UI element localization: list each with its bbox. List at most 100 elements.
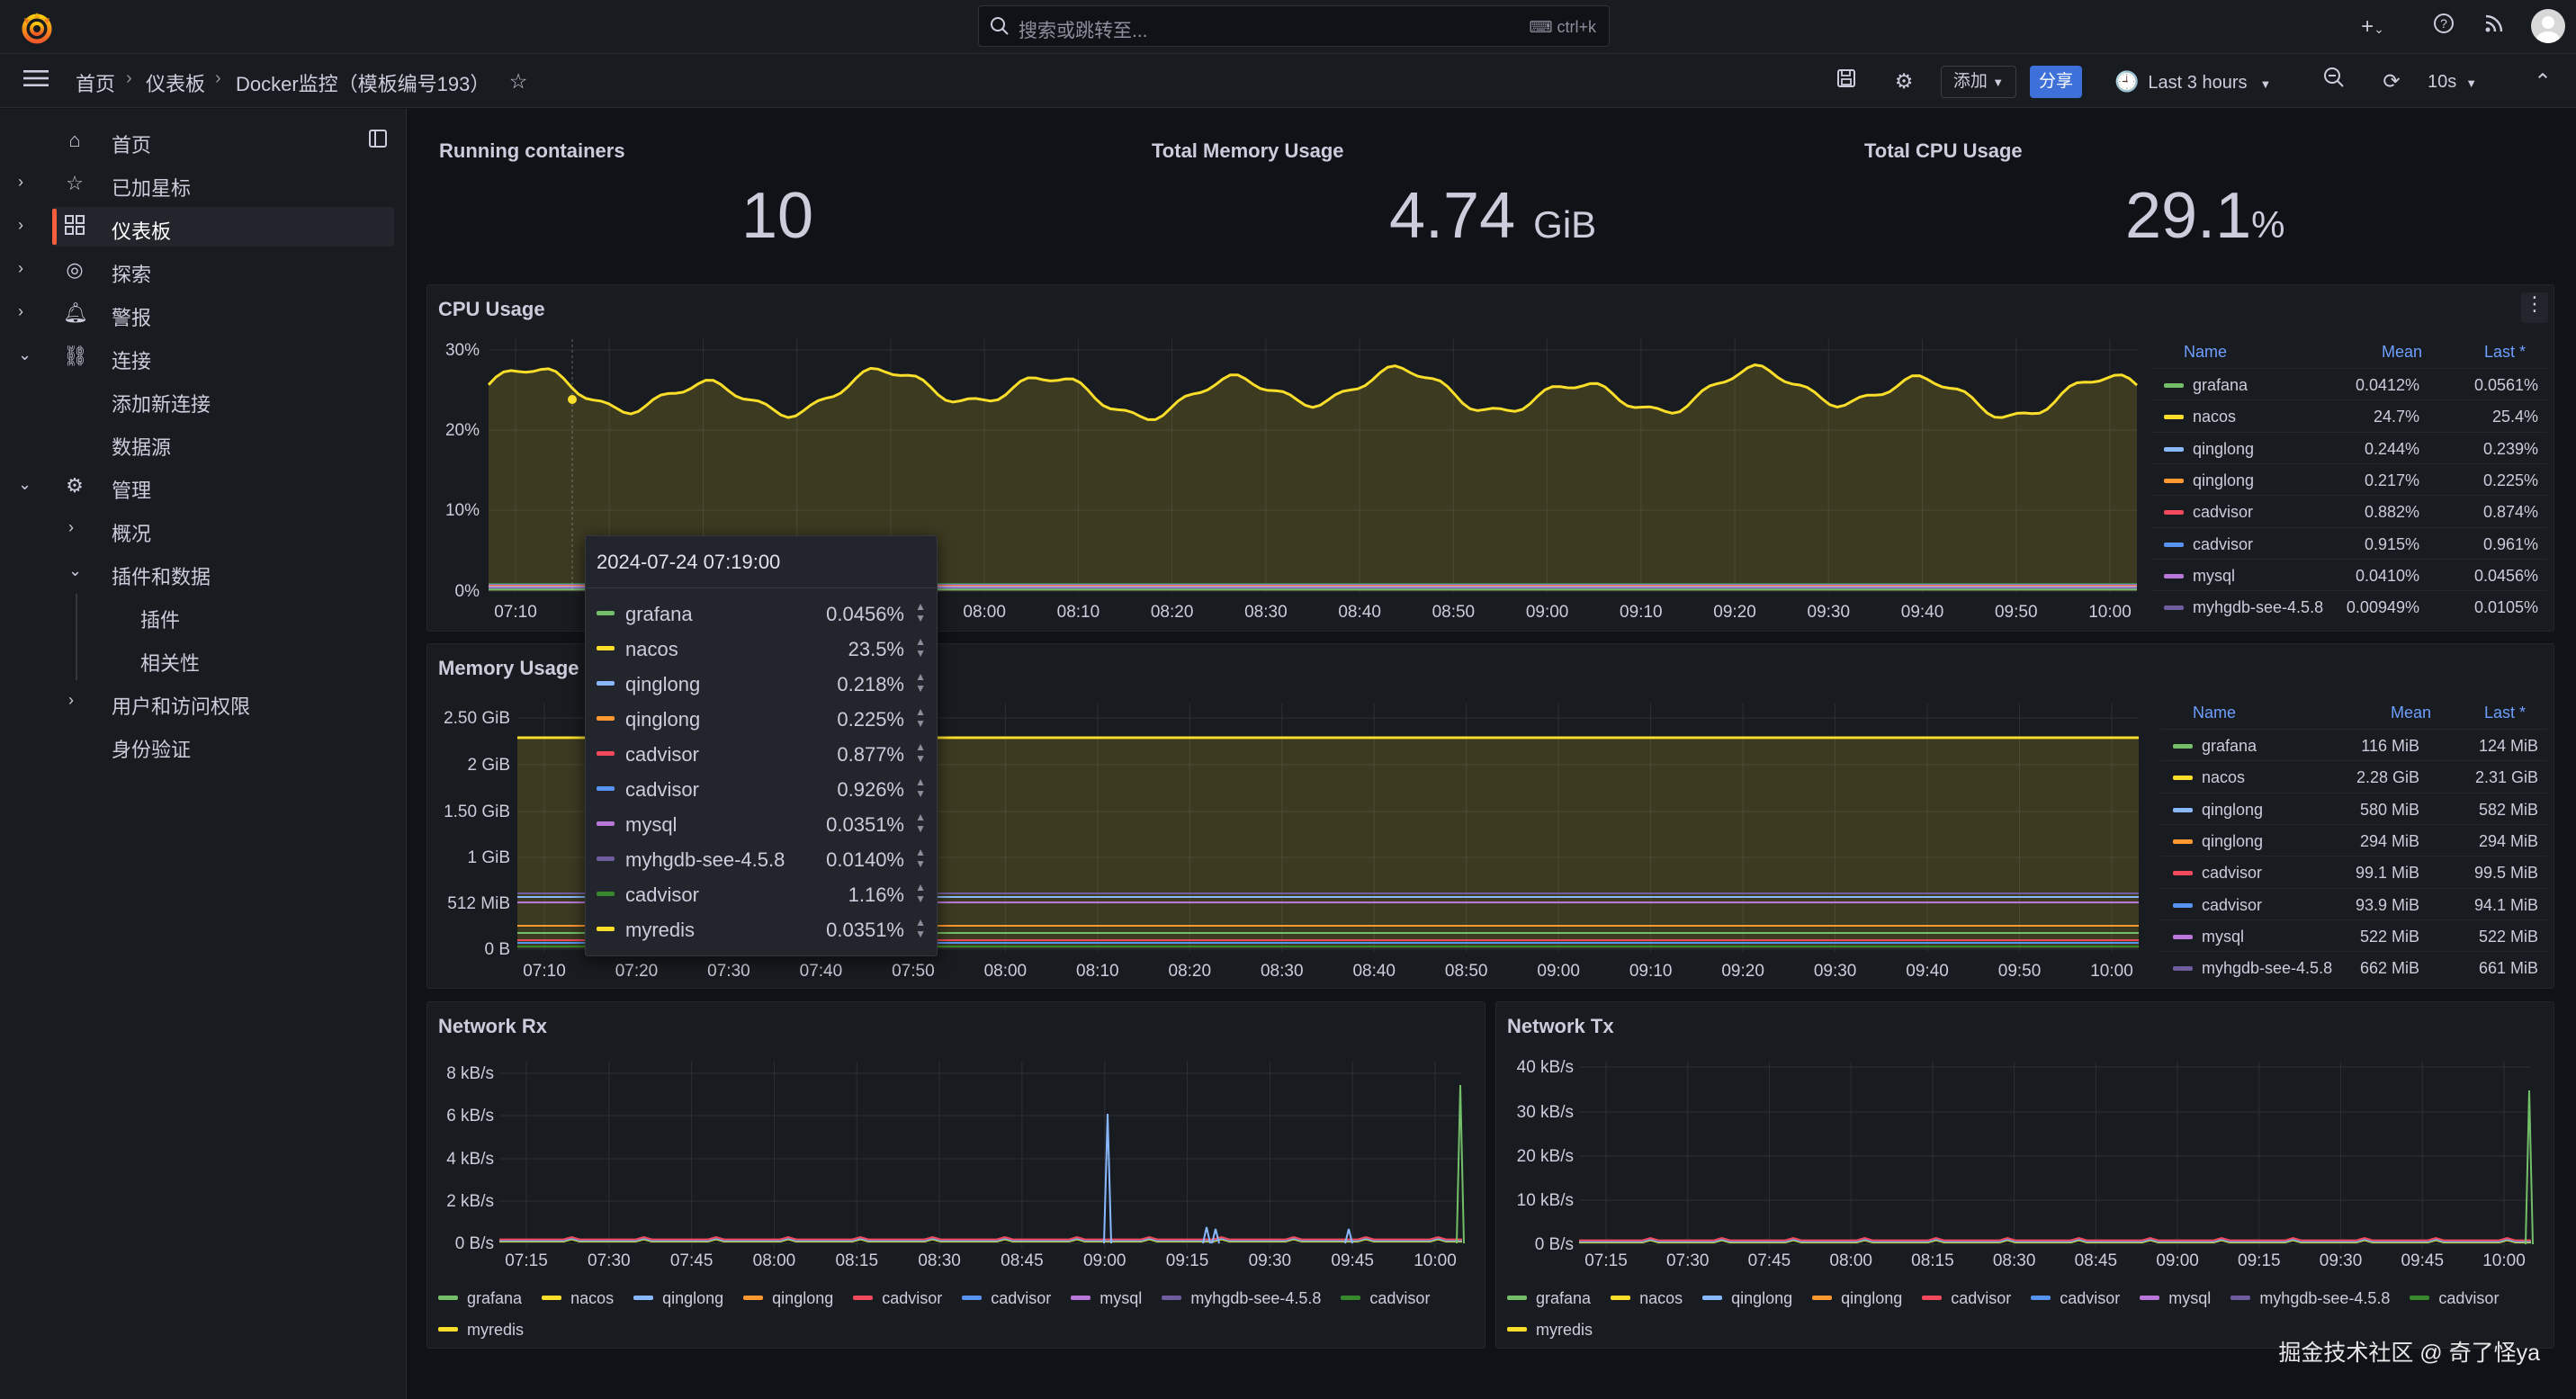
sidebar-item-plugins-data[interactable]: ⌄ 插件和数据 — [0, 552, 396, 592]
legend-item[interactable]: cadvisor — [2410, 1289, 2499, 1307]
legend-row[interactable]: qinglong 580 MiB 582 MiB — [2160, 792, 2547, 824]
network-tx-panel[interactable]: Network Tx 40 kB/s 30 kB/s 20 kB/s 10 kB/s 0… — [1495, 1001, 2554, 1349]
legend-item[interactable]: grafana — [1507, 1289, 1591, 1307]
breadcrumb-home[interactable]: 首页 — [76, 73, 116, 95]
stat-title-running: Running containers — [439, 139, 625, 162]
legend-item[interactable]: myredis — [438, 1321, 524, 1339]
sidebar-item-datasources[interactable]: 数据源 — [0, 423, 396, 462]
legend-row[interactable]: mysql 522 MiB 522 MiB — [2160, 919, 2547, 951]
legend-item[interactable]: mysql — [2140, 1289, 2211, 1307]
chevron-right-icon[interactable]: › — [18, 259, 23, 277]
legend-item[interactable]: qinglong — [633, 1289, 723, 1307]
chevron-down-icon[interactable]: ⌄ — [18, 475, 32, 493]
legend-row[interactable]: qinglong 0.244% 0.239% — [2151, 431, 2547, 463]
legend-row[interactable]: myhgdb-see-4.5.8 662 MiB 661 MiB — [2160, 951, 2547, 982]
save-icon[interactable] — [1832, 67, 1861, 95]
legend-item[interactable]: qinglong — [743, 1289, 833, 1307]
legend-row[interactable]: nacos 2.28 GiB 2.31 GiB — [2160, 760, 2547, 792]
sidebar-item-general[interactable]: › 概况 — [0, 509, 396, 549]
legend-item[interactable]: myredis — [1507, 1321, 1593, 1339]
legend-header-mean[interactable]: Mean — [2382, 343, 2423, 361]
user-avatar[interactable] — [2531, 9, 2565, 43]
legend-row[interactable]: cadvisor 0.915% 0.961% — [2151, 526, 2547, 559]
cpu-usage-panel[interactable]: CPU Usage ⋮ 30%20%10%0% 07:1007:2007:300… — [426, 284, 2554, 632]
sidebar-item-home[interactable]: ⌂ 首页 — [0, 121, 396, 160]
legend-item[interactable]: cadvisor — [853, 1289, 942, 1307]
legend-header-last[interactable]: Last * — [2484, 343, 2527, 361]
refresh-icon[interactable]: ⟳ — [2383, 69, 2401, 93]
settings-gear-icon[interactable]: ⚙ — [1894, 69, 1914, 93]
sidebar-item-alerting[interactable]: › 🔔︎ 警报 — [0, 293, 396, 333]
sidebar-item-add-connection[interactable]: 添加新连接 — [0, 380, 396, 419]
zoom-out-icon[interactable] — [2320, 67, 2348, 95]
nacos-series-line — [487, 363, 2138, 421]
legend-row[interactable]: cadvisor 99.1 MiB 99.5 MiB — [2160, 856, 2547, 887]
legend-item[interactable]: nacos — [542, 1289, 614, 1307]
legend-item[interactable]: grafana — [438, 1289, 522, 1307]
legend-header-last[interactable]: Last * — [2484, 704, 2527, 722]
chevron-right-icon[interactable]: › — [68, 691, 74, 709]
panel-menu-icon[interactable]: ⋮ — [2521, 292, 2548, 323]
network-tx-chart[interactable]: 40 kB/s 30 kB/s 20 kB/s 10 kB/s 0 B/s 07:15 0… — [1496, 1002, 2555, 1281]
help-icon[interactable]: ? — [2429, 13, 2458, 41]
legend-item[interactable]: cadvisor — [962, 1289, 1051, 1307]
legend-row[interactable]: mysql 0.0410% 0.0456% — [2151, 558, 2547, 590]
legend-row[interactable]: qinglong 0.217% 0.225% — [2151, 462, 2547, 495]
dock-sidebar-icon[interactable] — [364, 127, 392, 156]
sidebar-item-starred[interactable]: › ☆ 已加星标 — [0, 164, 396, 203]
network-rx-chart[interactable]: 8 kB/s 6 kB/s 4 kB/s 2 kB/s 0 B/s 07:15 07:30… — [427, 1002, 1486, 1281]
legend-header-name[interactable]: Name — [2193, 704, 2237, 722]
chevron-right-icon[interactable]: › — [18, 173, 23, 191]
sidebar-item-users-access[interactable]: › 用户和访问权限 — [0, 682, 396, 722]
time-range-picker[interactable]: 🕘 Last 3 hours ▼ — [2114, 66, 2271, 98]
legend-item[interactable]: cadvisor — [1922, 1289, 2011, 1307]
legend-row[interactable]: qinglong 294 MiB 294 MiB — [2160, 823, 2547, 856]
chevron-right-icon[interactable]: › — [18, 216, 23, 234]
legend-item[interactable]: qinglong — [1702, 1289, 1792, 1307]
legend-header-mean[interactable]: Mean — [2391, 704, 2432, 722]
star-icon[interactable]: ☆ — [508, 69, 528, 93]
legend-row[interactable]: grafana 116 MiB 124 MiB — [2160, 729, 2547, 760]
chevron-down-icon[interactable]: ⌄ — [68, 561, 83, 579]
share-button[interactable]: 分享 — [2030, 66, 2082, 98]
cpu-chart[interactable]: 30%20%10%0% 07:1007:2007:3007:4007:5008:… — [427, 285, 2565, 632]
legend-item[interactable]: cadvisor — [2031, 1289, 2120, 1307]
legend-row[interactable]: cadvisor 0.882% 0.874% — [2151, 495, 2547, 526]
chevron-down-icon[interactable]: ⌄ — [18, 345, 32, 363]
grafana-logo-icon[interactable] — [20, 11, 54, 45]
legend-item[interactable]: mysql — [1071, 1289, 1142, 1307]
legend-item[interactable]: cadvisor — [1341, 1289, 1430, 1307]
chevron-right-icon[interactable]: › — [68, 518, 74, 536]
legend-item[interactable]: qinglong — [1812, 1289, 1902, 1307]
legend-item[interactable]: nacos — [1611, 1289, 1683, 1307]
series-swatch — [2173, 871, 2193, 876]
sidebar-item-connections[interactable]: ⌄ ⛓︎ 连接 — [0, 336, 396, 376]
chevron-right-icon[interactable]: › — [18, 302, 23, 320]
collapse-up-icon[interactable]: ⌃ — [2534, 69, 2552, 93]
legend-row[interactable]: cadvisor 93.9 MiB 94.1 MiB — [2160, 887, 2547, 919]
menu-icon[interactable] — [22, 67, 50, 95]
sidebar-item-correlations[interactable]: 相关性 — [0, 639, 396, 678]
sidebar-item-explore[interactable]: › ◎ 探索 — [0, 250, 396, 290]
refresh-interval-picker[interactable]: 10s ▼ — [2428, 66, 2477, 98]
rss-news-icon[interactable] — [2480, 13, 2509, 41]
sidebar-item-authentication[interactable]: 身份验证 — [0, 725, 396, 765]
add-new-icon[interactable]: +⌄ — [2361, 14, 2384, 39]
series-last: 0.0105% — [2473, 598, 2538, 617]
network-rx-panel[interactable]: Network Rx 8 kB/s 6 kB/s 4 kB/s 2 kB/s 0 B/s… — [426, 1001, 1485, 1349]
sidebar-item-administration[interactable]: ⌄ ⚙ 管理 — [0, 466, 396, 506]
sort-arrows-icon: ▲ ▼ — [915, 740, 926, 765]
keyboard-icon: ⌨ — [1529, 18, 1557, 36]
legend-row[interactable]: nacos 24.7% 25.4% — [2151, 399, 2547, 431]
breadcrumb-dashboards[interactable]: 仪表板 — [146, 73, 206, 95]
search-input[interactable]: 搜索或跳转至... ⌨ ctrl+k — [978, 5, 1610, 47]
legend-header-name[interactable]: Name — [2184, 343, 2228, 361]
legend-row[interactable]: myhgdb-see-4.5.8 0.00949% 0.0105% — [2151, 590, 2547, 622]
sidebar-item-plugins[interactable]: 插件 — [0, 596, 396, 635]
legend-item[interactable]: myhgdb-see-4.5.8 — [2230, 1289, 2390, 1307]
series-swatch — [2164, 478, 2184, 483]
legend-row[interactable]: grafana 0.0412% 0.0561% — [2151, 368, 2547, 399]
legend-item[interactable]: myhgdb-see-4.5.8 — [1162, 1289, 1321, 1307]
sidebar-item-dashboards[interactable]: 仪表板 — [52, 207, 394, 247]
add-button[interactable]: 添加 ▼ — [1941, 66, 2016, 98]
